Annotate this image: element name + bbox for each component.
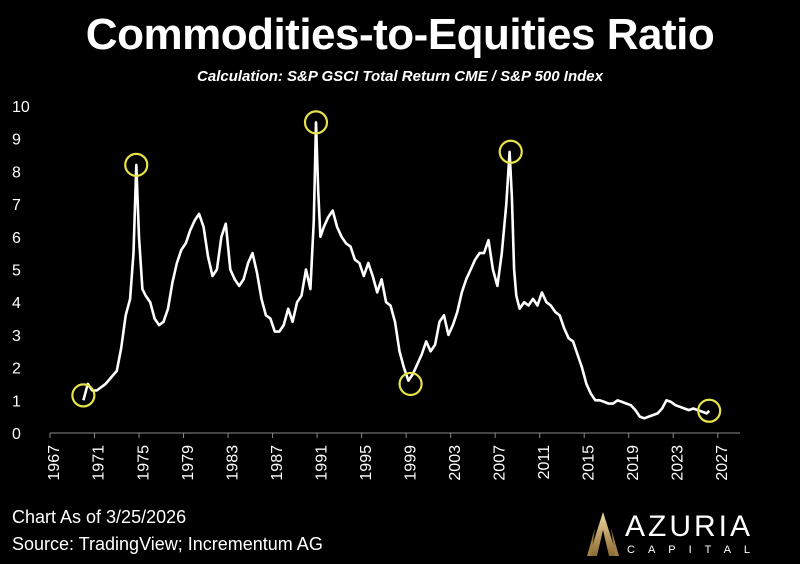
y-tick-label: 2 [12, 361, 21, 378]
x-tick-label: 1975 [135, 445, 152, 481]
y-tick-label: 6 [12, 230, 21, 247]
y-tick-label: 8 [12, 164, 21, 181]
highlight-layer [71, 110, 722, 423]
x-tick-label: 1991 [313, 445, 330, 481]
highlight-circle [71, 383, 96, 408]
y-tick-label: 1 [12, 393, 21, 410]
x-tick-label: 2011 [536, 445, 553, 480]
y-tick-label: 4 [12, 295, 21, 312]
y-tick-label: 5 [12, 263, 21, 280]
chart-title: Commodities-to-Equities Ratio [85, 10, 715, 59]
chart-subtitle: Calculation: S&P GSCI Total Return CME /… [197, 68, 603, 85]
x-tick-label: 2023 [669, 445, 686, 481]
y-tick-label: 10 [12, 99, 30, 116]
x-tick-label: 1983 [224, 445, 241, 481]
x-tick-label: 1967 [46, 445, 63, 481]
series-layer [82, 121, 711, 420]
y-tick-label: 3 [12, 328, 21, 345]
y-tick-label: 0 [12, 426, 21, 443]
x-tick-label: 2019 [625, 445, 642, 481]
y-tick-label: 9 [12, 132, 21, 149]
highlight-circle [697, 398, 722, 423]
x-tick-label: 1971 [91, 445, 108, 481]
mountain-peaks-icon [587, 512, 619, 556]
x-tick-label: 2027 [714, 445, 731, 481]
ratio-series-line [82, 121, 711, 420]
x-tick-label: 1999 [402, 445, 419, 481]
x-tick-label: 2007 [491, 445, 508, 481]
logo-wordmark: AZURIA [625, 510, 754, 543]
x-tick-label: 1979 [180, 445, 197, 481]
x-tick-label: 2003 [447, 445, 464, 481]
x-tick-label: 1995 [358, 445, 375, 481]
highlight-circle [124, 152, 149, 177]
chart-date-note: Chart As of 3/25/2026 [12, 507, 187, 527]
y-tick-label: 7 [12, 197, 21, 214]
azuria-logo: AZURIA CAPITAL [585, 508, 795, 560]
logo-subtitle: CAPITAL [627, 544, 764, 556]
axis-ticks: 1967 1971 1975 1979 1983 1987 1991 1995 1999 2003… [12, 99, 731, 481]
highlight-circle [303, 110, 329, 135]
highlight-circle [398, 371, 423, 397]
source-note: Source: TradingView; Incrementum AG [12, 534, 323, 554]
x-tick-label: 1987 [269, 445, 286, 481]
x-tick-label: 2015 [580, 445, 597, 481]
highlight-circle [498, 139, 523, 164]
